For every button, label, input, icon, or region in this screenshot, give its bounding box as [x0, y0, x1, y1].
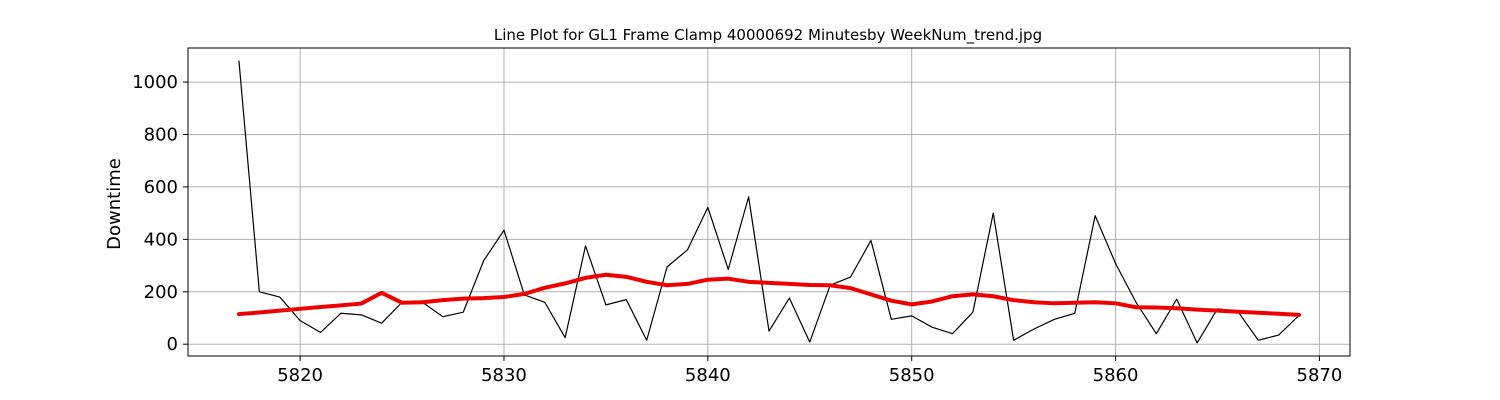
y-tick-label: 400	[144, 229, 178, 250]
chart-title: Line Plot for GL1 Frame Clamp 40000692 M…	[494, 26, 1042, 45]
grid-layer	[188, 48, 1350, 356]
series-line-trend	[236, 272, 1302, 317]
y-tick-label: 1000	[132, 72, 178, 93]
plot-frame	[187, 47, 1351, 357]
y-tick-label: 600	[144, 177, 178, 198]
x-tick-label: 5830	[481, 365, 527, 386]
x-tick-label: 5850	[889, 365, 935, 386]
y-axis-label: Downtime	[104, 158, 125, 250]
tick-layer: 5820 5830 5840 5850 5860 5870 0 200 400 600 800 100…	[132, 72, 1342, 386]
x-tick-label: 5820	[277, 365, 323, 386]
y-tick-label: 800	[144, 125, 178, 146]
x-tick-label: 5870	[1297, 365, 1343, 386]
y-tick-label: 0	[167, 334, 178, 355]
y-tick-label: 200	[144, 282, 178, 303]
x-tick-label: 5860	[1093, 365, 1139, 386]
x-tick-label: 5840	[685, 365, 731, 386]
series-layer	[236, 60, 1302, 344]
